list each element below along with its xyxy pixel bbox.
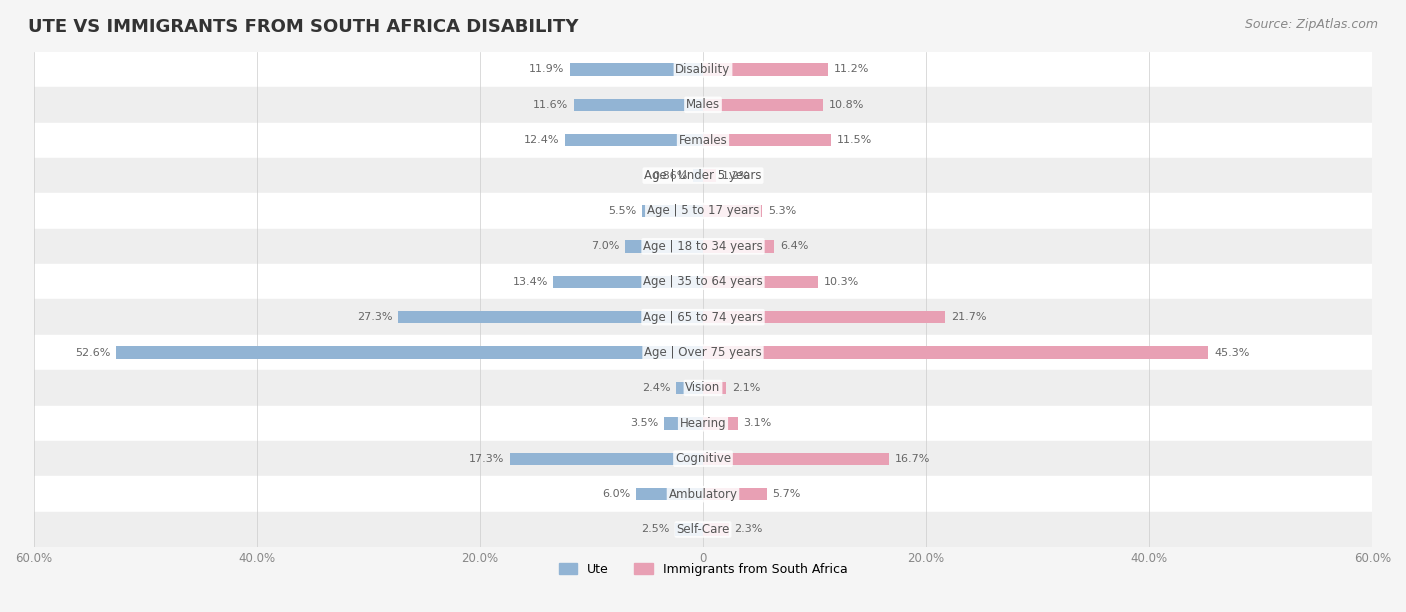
Bar bbox=[34, 335, 1372, 370]
Text: Age | 35 to 64 years: Age | 35 to 64 years bbox=[643, 275, 763, 288]
Bar bbox=[703, 170, 717, 182]
Bar bbox=[703, 523, 728, 536]
Text: 10.8%: 10.8% bbox=[830, 100, 865, 110]
Bar bbox=[703, 417, 738, 430]
Bar bbox=[624, 240, 703, 253]
Bar bbox=[703, 99, 824, 111]
Bar bbox=[703, 240, 775, 253]
Text: Age | Under 5 years: Age | Under 5 years bbox=[644, 169, 762, 182]
Text: 21.7%: 21.7% bbox=[950, 312, 986, 322]
Bar bbox=[676, 382, 703, 394]
Text: 3.5%: 3.5% bbox=[630, 419, 658, 428]
Text: UTE VS IMMIGRANTS FROM SOUTH AFRICA DISABILITY: UTE VS IMMIGRANTS FROM SOUTH AFRICA DISA… bbox=[28, 18, 579, 36]
Bar bbox=[703, 205, 762, 217]
Bar bbox=[675, 523, 703, 536]
Text: Age | 65 to 74 years: Age | 65 to 74 years bbox=[643, 311, 763, 324]
Text: 11.6%: 11.6% bbox=[533, 100, 568, 110]
Text: Ambulatory: Ambulatory bbox=[668, 488, 738, 501]
Bar bbox=[34, 299, 1372, 335]
Text: Vision: Vision bbox=[685, 381, 721, 394]
Text: 2.5%: 2.5% bbox=[641, 524, 669, 534]
Text: Age | 18 to 34 years: Age | 18 to 34 years bbox=[643, 240, 763, 253]
Bar bbox=[636, 488, 703, 500]
Bar bbox=[117, 346, 703, 359]
Bar bbox=[703, 346, 1208, 359]
Bar bbox=[571, 63, 703, 76]
Bar bbox=[703, 452, 890, 465]
Bar bbox=[641, 205, 703, 217]
Text: 1.2%: 1.2% bbox=[721, 171, 751, 181]
Text: 6.4%: 6.4% bbox=[780, 241, 808, 252]
Text: 17.3%: 17.3% bbox=[470, 453, 505, 464]
Bar bbox=[565, 134, 703, 146]
Bar bbox=[34, 87, 1372, 122]
Bar bbox=[34, 158, 1372, 193]
Legend: Ute, Immigrants from South Africa: Ute, Immigrants from South Africa bbox=[554, 558, 852, 581]
Text: 13.4%: 13.4% bbox=[513, 277, 548, 287]
Bar bbox=[574, 99, 703, 111]
Bar bbox=[664, 417, 703, 430]
Bar bbox=[34, 52, 1372, 87]
Bar bbox=[703, 311, 945, 323]
Text: 5.7%: 5.7% bbox=[772, 489, 800, 499]
Text: 3.1%: 3.1% bbox=[744, 419, 772, 428]
Bar bbox=[34, 370, 1372, 406]
Text: Hearing: Hearing bbox=[679, 417, 727, 430]
Text: 5.5%: 5.5% bbox=[607, 206, 636, 216]
Bar bbox=[34, 406, 1372, 441]
Text: 52.6%: 52.6% bbox=[75, 348, 111, 357]
Bar bbox=[703, 134, 831, 146]
Bar bbox=[34, 512, 1372, 547]
Text: 16.7%: 16.7% bbox=[894, 453, 931, 464]
Text: 6.0%: 6.0% bbox=[602, 489, 630, 499]
Bar bbox=[34, 441, 1372, 476]
Text: 11.5%: 11.5% bbox=[837, 135, 872, 145]
Bar bbox=[703, 63, 828, 76]
Text: 2.1%: 2.1% bbox=[733, 383, 761, 393]
Text: Disability: Disability bbox=[675, 63, 731, 76]
Text: 11.2%: 11.2% bbox=[834, 64, 869, 75]
Bar bbox=[34, 476, 1372, 512]
Bar bbox=[34, 229, 1372, 264]
Text: Females: Females bbox=[679, 133, 727, 147]
Text: Cognitive: Cognitive bbox=[675, 452, 731, 465]
Text: Self-Care: Self-Care bbox=[676, 523, 730, 536]
Bar bbox=[510, 452, 703, 465]
Text: 45.3%: 45.3% bbox=[1213, 348, 1250, 357]
Text: Age | Over 75 years: Age | Over 75 years bbox=[644, 346, 762, 359]
Text: 0.86%: 0.86% bbox=[652, 171, 688, 181]
Bar bbox=[703, 488, 766, 500]
Text: 2.4%: 2.4% bbox=[643, 383, 671, 393]
Text: 2.3%: 2.3% bbox=[734, 524, 762, 534]
Text: Source: ZipAtlas.com: Source: ZipAtlas.com bbox=[1244, 18, 1378, 31]
Text: 10.3%: 10.3% bbox=[824, 277, 859, 287]
Bar bbox=[34, 264, 1372, 299]
Text: 11.9%: 11.9% bbox=[529, 64, 565, 75]
Text: 12.4%: 12.4% bbox=[523, 135, 560, 145]
Bar bbox=[703, 382, 727, 394]
Bar bbox=[703, 275, 818, 288]
Text: Age | 5 to 17 years: Age | 5 to 17 years bbox=[647, 204, 759, 217]
Bar bbox=[34, 122, 1372, 158]
Text: 27.3%: 27.3% bbox=[357, 312, 392, 322]
Text: 5.3%: 5.3% bbox=[768, 206, 796, 216]
Text: 7.0%: 7.0% bbox=[591, 241, 619, 252]
Bar bbox=[34, 193, 1372, 229]
Bar bbox=[554, 275, 703, 288]
Text: Males: Males bbox=[686, 99, 720, 111]
Bar bbox=[398, 311, 703, 323]
Bar bbox=[693, 170, 703, 182]
